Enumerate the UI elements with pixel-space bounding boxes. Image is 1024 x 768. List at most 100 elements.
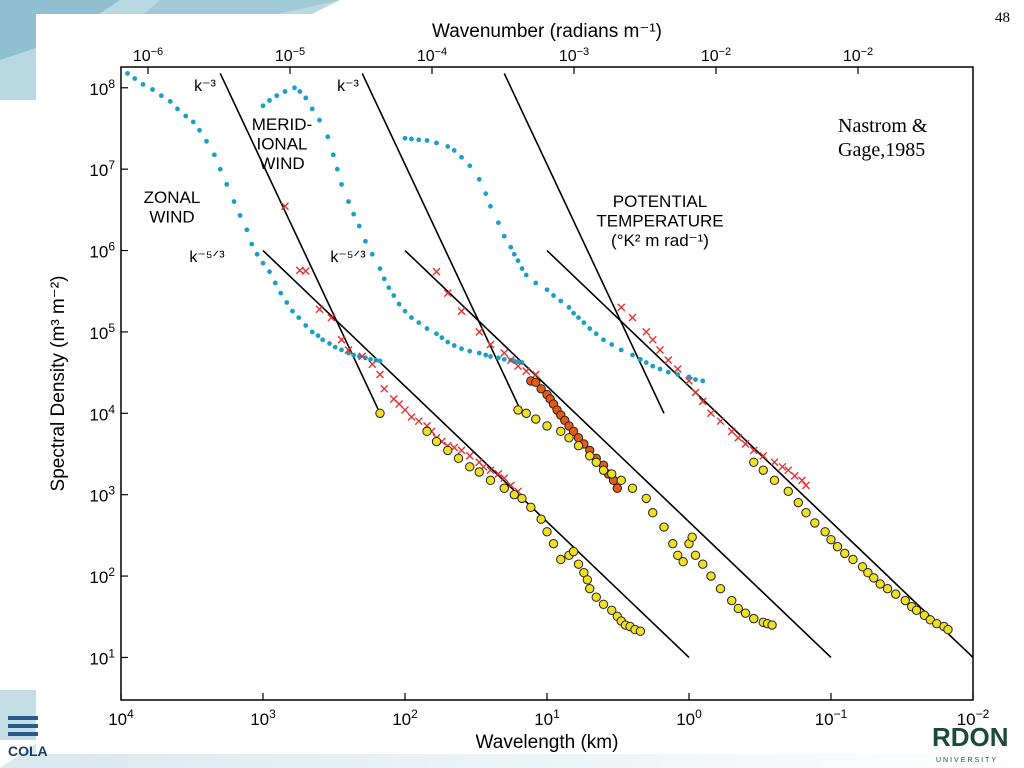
data-point [675, 372, 681, 377]
data-point [483, 352, 489, 358]
data-point [459, 346, 464, 352]
data-point [465, 451, 474, 460]
data-point [770, 458, 779, 467]
data-point [741, 439, 750, 448]
data-point [542, 527, 552, 537]
data-point [500, 474, 509, 483]
data-point [284, 300, 290, 305]
x2-axis-title: Wavenumber (radians m⁻¹) [432, 21, 662, 42]
meridional-wind-label: WIND [259, 154, 304, 173]
y-tick-label: 107 [89, 158, 115, 180]
data-point [244, 227, 250, 233]
data-point [267, 97, 272, 103]
data-point [544, 287, 550, 293]
data-point [443, 445, 453, 456]
data-point [526, 502, 536, 512]
zonal-wind-label: WIND [149, 208, 194, 227]
data-point [571, 310, 576, 316]
data-point [810, 518, 820, 528]
data-point [668, 538, 678, 549]
data-point [315, 333, 321, 339]
x-tick-label: 10−2 [957, 707, 990, 729]
data-point [475, 327, 484, 336]
data-point [598, 465, 609, 475]
data-point [635, 626, 646, 636]
y-tick-label: 101 [89, 646, 115, 668]
data-point [758, 465, 768, 475]
data-point [900, 595, 910, 606]
data-point [593, 331, 599, 337]
data-point [698, 397, 707, 406]
data-point [648, 508, 658, 518]
y-tick-label: 106 [89, 240, 115, 262]
data-point [784, 466, 793, 475]
data-point [690, 550, 701, 560]
data-point [517, 493, 527, 504]
data-point [486, 340, 495, 349]
data-point [282, 89, 288, 94]
data-point [281, 202, 289, 211]
data-point [443, 289, 452, 298]
data-point [453, 453, 464, 463]
data-point [140, 82, 146, 87]
data-point [402, 308, 408, 314]
data-point [334, 166, 340, 172]
data-point [386, 285, 392, 291]
data-point [508, 244, 514, 250]
data-point [515, 258, 521, 264]
data-point [778, 462, 787, 471]
data-point [500, 349, 509, 358]
data-point [401, 405, 409, 414]
data-point [409, 315, 414, 320]
data-point [715, 583, 726, 594]
data-point [802, 481, 810, 490]
data-point [424, 138, 430, 143]
data-point [125, 71, 130, 76]
data-point [566, 305, 572, 310]
slope-label-k53: k⁻⁵ᐟ³ [330, 249, 366, 266]
data-point [882, 583, 893, 594]
slope-label-k3: k⁻³ [337, 78, 359, 95]
data-point [585, 583, 595, 594]
data-point [483, 191, 489, 197]
data-point [132, 76, 138, 81]
data-point [407, 413, 416, 422]
data-point [581, 320, 587, 326]
data-point [167, 99, 173, 104]
data-point [346, 199, 351, 204]
data-point [416, 137, 422, 143]
data-point [536, 384, 546, 394]
data-point [514, 362, 523, 371]
data-point [733, 603, 743, 614]
data-point [783, 486, 793, 497]
data-point [840, 548, 850, 559]
data-point [495, 355, 501, 361]
data-point [691, 388, 700, 397]
data-point [327, 313, 336, 322]
data-point [536, 514, 546, 524]
data-point [183, 113, 189, 119]
data-point [358, 352, 367, 361]
data-point [727, 595, 737, 606]
data-point [556, 426, 566, 437]
x2-tick-label: 10−5 [275, 46, 305, 65]
data-point [309, 106, 315, 112]
data-point [297, 89, 303, 94]
data-point [339, 347, 344, 353]
data-point [434, 140, 439, 146]
data-point [749, 446, 758, 455]
chart-background [36, 14, 976, 754]
data-point [217, 166, 223, 172]
data-point [734, 433, 743, 442]
x-tick-label: 100 [676, 707, 702, 729]
data-point [332, 344, 338, 350]
x2-tick-label: 10−6 [133, 46, 163, 65]
data-point [707, 409, 715, 418]
x-tick-label: 102 [392, 707, 418, 729]
data-point [706, 571, 716, 581]
data-point [301, 267, 310, 276]
data-point [630, 352, 635, 358]
data-point [495, 220, 501, 226]
data-point [801, 508, 811, 518]
data-point [911, 605, 922, 615]
